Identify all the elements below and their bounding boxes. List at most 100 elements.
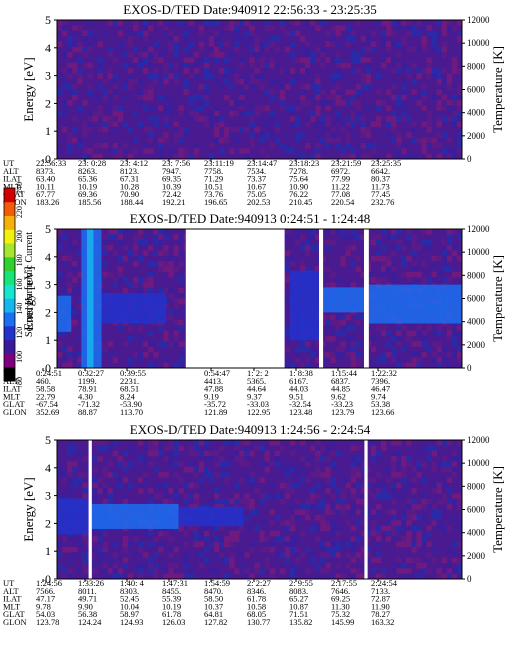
heatmap-cell — [355, 466, 362, 473]
heatmap-cell — [117, 255, 124, 262]
heatmap-cell — [441, 482, 448, 489]
heatmap-cell — [436, 142, 443, 149]
heatmap-cell — [446, 362, 453, 369]
heatmap-cell — [360, 84, 367, 90]
heatmap-cell — [269, 62, 275, 69]
heatmap-cell — [391, 440, 397, 446]
heatmap-cell — [92, 440, 98, 446]
heatmap-cell — [72, 482, 78, 489]
heatmap-cell — [451, 514, 458, 521]
heatmap-cell — [112, 105, 119, 112]
heatmap-cell — [72, 552, 78, 558]
heatmap-cell — [289, 568, 296, 574]
colorbar-tick-label: 180 — [15, 254, 24, 266]
heatmap-cell — [325, 325, 331, 331]
heatmap-cell — [365, 514, 372, 521]
heatmap-cell — [97, 84, 103, 90]
heatmap-cell — [132, 530, 139, 537]
heatmap-cell — [330, 477, 336, 484]
heatmap-cell — [72, 137, 78, 144]
heatmap-cell — [67, 245, 73, 251]
heatmap-cell — [315, 525, 321, 532]
heatmap-cell — [153, 41, 159, 48]
heatmap-cell — [259, 461, 265, 468]
heatmap-cell — [325, 30, 331, 37]
heatmap-cell — [62, 255, 68, 262]
orbit-value: 61.78 — [247, 594, 266, 604]
heatmap-cell — [178, 110, 184, 117]
orbit-value: 72.87 — [371, 594, 390, 604]
heatmap-cell — [112, 110, 119, 117]
heatmap-cell — [219, 482, 225, 489]
heatmap-cell — [193, 445, 200, 451]
heatmap-cell — [229, 132, 235, 138]
heatmap-cell — [148, 62, 154, 69]
heatmap-cell — [401, 148, 407, 154]
heatmap-cell — [259, 84, 265, 90]
orbit-value: 69.36 — [78, 189, 97, 199]
orbit-value: 4.30 — [78, 391, 93, 401]
heatmap-cell — [305, 461, 311, 468]
y-tick-label: 1 — [45, 333, 51, 347]
orbit-value: 65.36 — [78, 174, 97, 184]
heatmap-cell — [305, 250, 311, 257]
orbit-value: 7566. — [36, 586, 55, 596]
heatmap-cell — [82, 153, 88, 160]
heatmap-cell — [72, 84, 78, 90]
heatmap-cell — [381, 100, 387, 106]
heatmap-cell — [386, 89, 392, 96]
heatmap-cell — [244, 498, 250, 505]
orbit-value: 1:47:31 — [162, 578, 188, 588]
heatmap-cell — [279, 89, 286, 96]
heatmap-cell — [193, 73, 200, 80]
heatmap-cell — [173, 440, 179, 446]
heatmap-cell — [315, 493, 321, 500]
heatmap-cell — [183, 25, 189, 31]
heatmap-cell — [168, 488, 174, 494]
heatmap-cell — [406, 20, 412, 26]
heatmap-cell — [289, 520, 296, 526]
heatmap-cell — [300, 466, 306, 473]
heatmap-cell — [396, 229, 402, 235]
heatmap-cell — [143, 148, 149, 154]
orbit-value: 63.40 — [36, 174, 55, 184]
heatmap-cell — [436, 525, 443, 532]
heatmap-cell — [269, 493, 275, 500]
heatmap-cell — [381, 62, 387, 69]
heatmap-cell — [178, 351, 184, 358]
heatmap-cell — [375, 541, 382, 548]
heatmap-cell — [244, 477, 250, 484]
heatmap-cell — [132, 466, 139, 473]
heatmap-cell — [451, 466, 458, 473]
heatmap-cell — [97, 456, 103, 462]
heatmap-cell — [97, 552, 103, 558]
heatmap-cell — [57, 245, 63, 251]
heatmap-cell — [305, 57, 311, 64]
heatmap-cell — [188, 20, 194, 26]
orbit-row-label: GLON — [3, 617, 27, 627]
heatmap-cell — [391, 472, 397, 478]
heatmap-cell — [355, 482, 362, 489]
heatmap-cell — [82, 46, 88, 53]
heatmap-cell — [431, 488, 437, 494]
heatmap-cell — [138, 121, 144, 128]
heatmap-cell — [441, 46, 448, 53]
heatmap-cell — [229, 110, 235, 117]
y2-tick-label: 8000 — [467, 270, 486, 280]
heatmap-cell — [401, 466, 407, 473]
heatmap-cell — [365, 525, 372, 532]
heatmap-cell — [456, 325, 463, 331]
heatmap-cell — [259, 62, 265, 69]
heatmap-cell — [249, 57, 255, 64]
heatmap-cell — [117, 477, 124, 484]
heatmap-cell — [148, 148, 154, 154]
heatmap-cell — [87, 148, 93, 154]
heatmap-cell — [77, 362, 83, 369]
heatmap-cell — [138, 89, 144, 96]
orbit-value: 8.24 — [120, 391, 136, 401]
heatmap-cell — [269, 132, 275, 138]
orbit-value: 72.42 — [162, 189, 181, 199]
heatmap-cell — [82, 493, 88, 500]
heatmap-cell — [441, 266, 448, 273]
heatmap-cell — [117, 229, 124, 235]
